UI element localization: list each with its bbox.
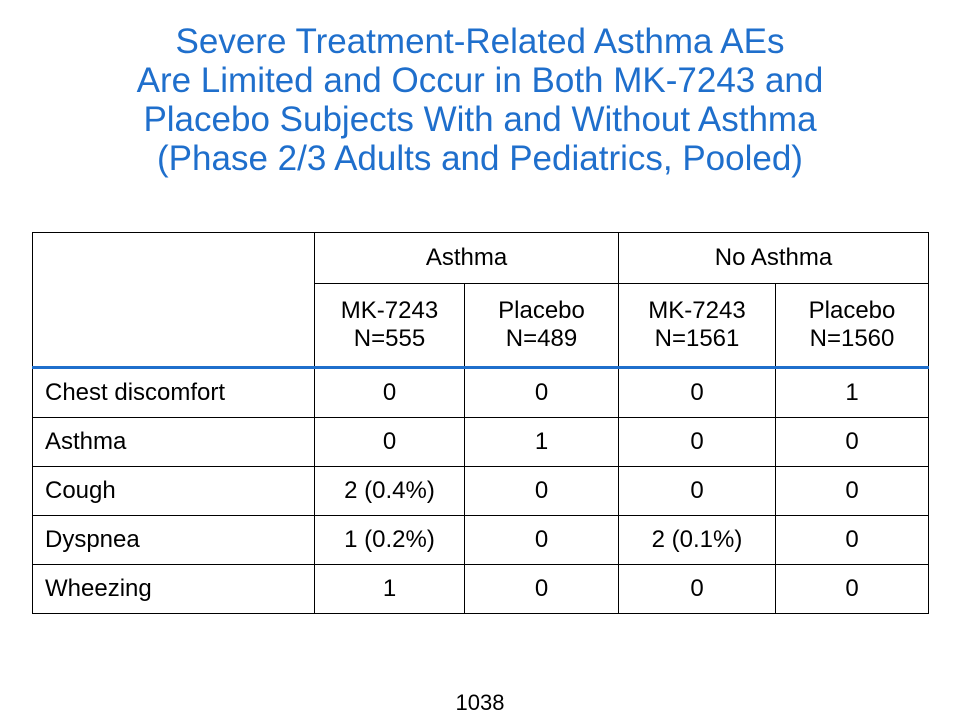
table-cell: 2 (0.4%) <box>314 466 465 516</box>
table-cell: 1 <box>314 564 465 614</box>
table-cell: 1 <box>775 367 929 418</box>
column-header-row: MK-7243 N=555 Placebo N=489 MK-7243 N=15… <box>33 283 929 369</box>
row-label: Asthma <box>32 417 315 467</box>
column-header-name: Placebo <box>498 297 585 324</box>
column-header: Placebo N=489 <box>464 283 619 369</box>
table-cell: 0 <box>464 367 619 418</box>
column-header-name: MK-7243 <box>340 297 439 324</box>
group-header-row: Asthma No Asthma <box>32 232 929 369</box>
column-header: Placebo N=1560 <box>775 283 929 369</box>
title-line: Severe Treatment-Related Asthma AEs <box>175 22 785 61</box>
table-cell: 0 <box>618 564 776 614</box>
table-cell: 2 (0.1%) <box>618 515 776 565</box>
table-cell: 0 <box>618 367 776 418</box>
table-cell: 0 <box>775 417 929 467</box>
column-header-name: Placebo <box>808 297 896 324</box>
group-header-no-asthma: No Asthma <box>618 232 929 284</box>
column-header: MK-7243 N=1561 <box>618 283 776 369</box>
table-cell: 0 <box>314 417 465 467</box>
row-label: Wheezing <box>32 564 315 614</box>
table-cell: 0 <box>464 515 619 565</box>
title-line: Placebo Subjects With and Without Asthma <box>143 100 817 139</box>
column-header-n: N=1561 <box>654 325 740 352</box>
row-label: Dyspnea <box>32 515 315 565</box>
table-row: Cough 2 (0.4%) 0 0 0 <box>32 466 929 516</box>
table-cell: 0 <box>618 417 776 467</box>
column-header: MK-7243 N=555 <box>314 283 465 369</box>
adverse-events-table: Asthma No Asthma MK-7243 N=555 Placebo N… <box>32 232 929 614</box>
table-cell: 0 <box>618 466 776 516</box>
table-row: Dyspnea 1 (0.2%) 0 2 (0.1%) 0 <box>32 515 929 565</box>
table-cell: 0 <box>775 466 929 516</box>
page-number: 1038 <box>455 690 505 715</box>
title-line: Are Limited and Occur in Both MK-7243 an… <box>136 61 824 100</box>
table-row: Chest discomfort 0 0 0 1 <box>32 367 929 418</box>
table-cell: 1 <box>464 417 619 467</box>
row-label: Cough <box>32 466 315 516</box>
table-cell: 0 <box>775 515 929 565</box>
table-cell: 1 (0.2%) <box>314 515 465 565</box>
table-row: Asthma 0 1 0 0 <box>32 417 929 467</box>
table-cell: 0 <box>464 466 619 516</box>
column-header-name: MK-7243 <box>648 297 746 324</box>
column-header-n: N=489 <box>505 325 578 352</box>
group-header-asthma: Asthma <box>314 232 619 284</box>
table-cell: 0 <box>314 367 465 418</box>
column-header-n: N=1560 <box>809 325 895 352</box>
slide-title: Severe Treatment-Related Asthma AEs Are … <box>0 22 960 178</box>
row-label: Chest discomfort <box>32 367 315 418</box>
table-row: Wheezing 1 0 0 0 <box>32 564 929 614</box>
corner-cell <box>32 232 315 369</box>
column-header-n: N=555 <box>353 325 426 352</box>
table-cell: 0 <box>464 564 619 614</box>
title-line: (Phase 2/3 Adults and Pediatrics, Pooled… <box>157 139 803 178</box>
table-cell: 0 <box>775 564 929 614</box>
